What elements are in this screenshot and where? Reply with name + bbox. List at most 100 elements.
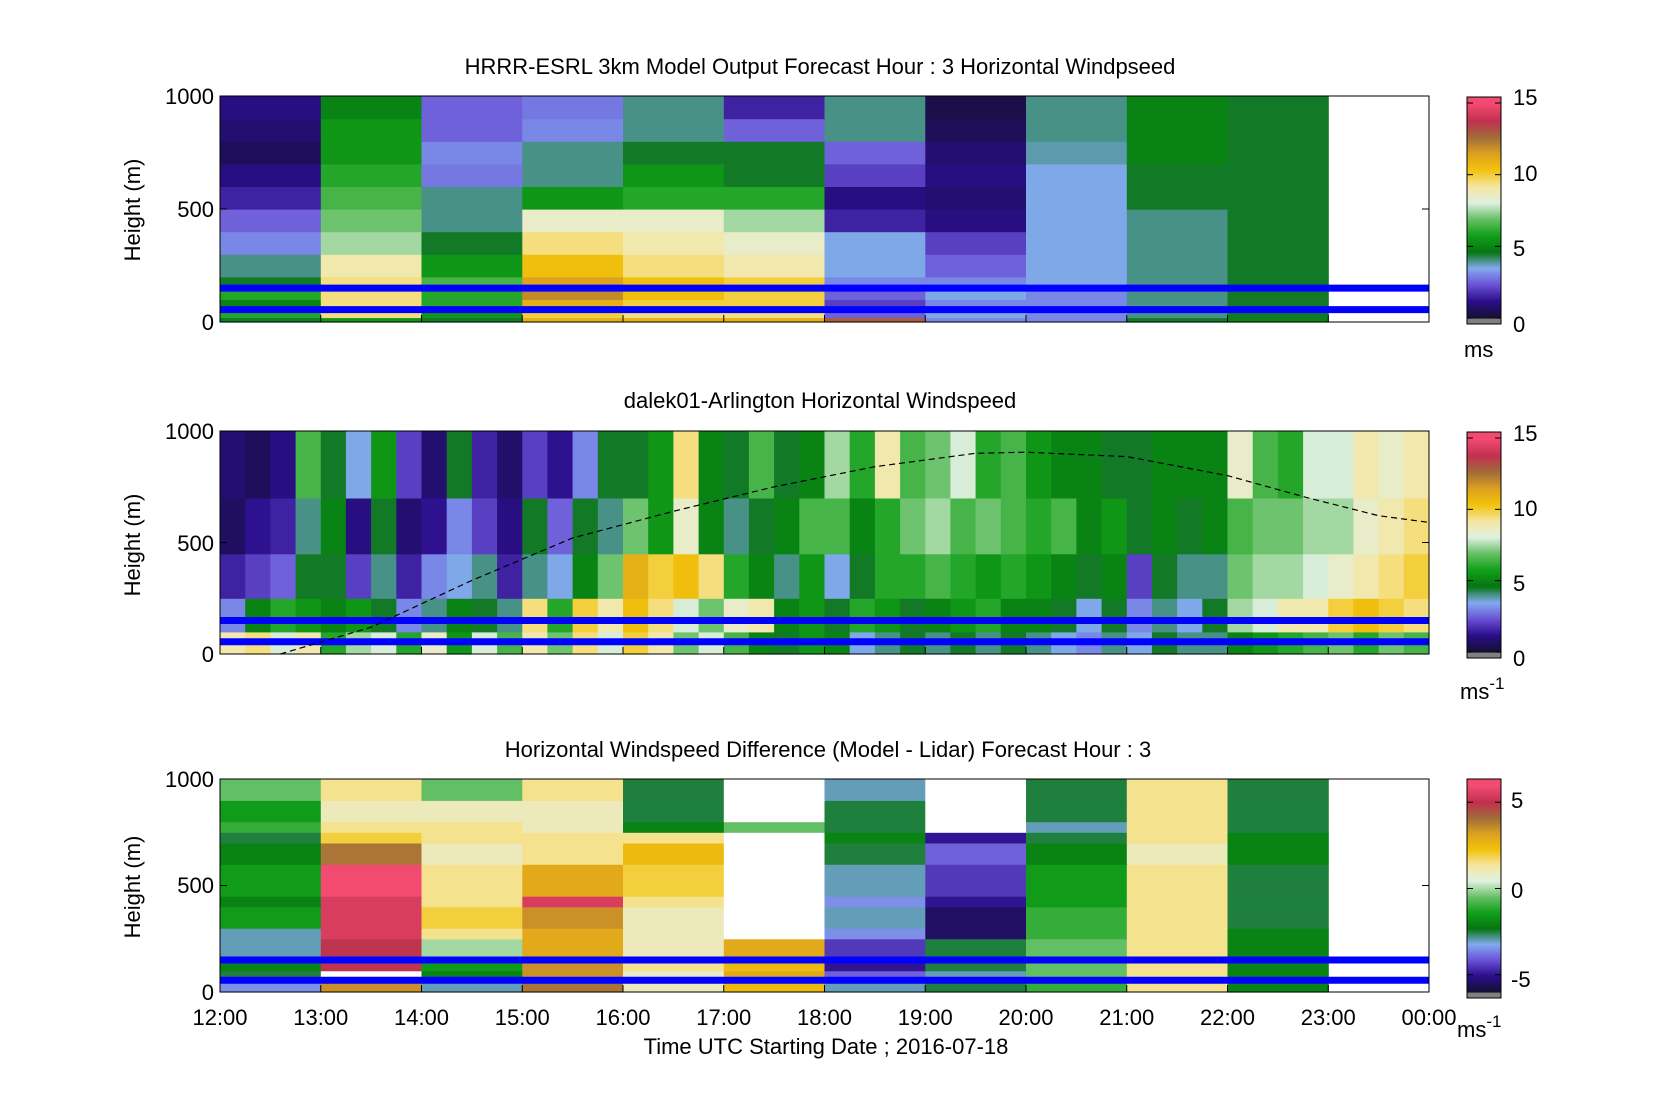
heatmap-cell	[220, 800, 322, 823]
colorbar-segment	[1467, 625, 1501, 628]
colorbar-segment	[1467, 154, 1501, 158]
heatmap-cell	[421, 970, 523, 982]
heatmap-cell	[1101, 553, 1128, 599]
heatmap-cell	[824, 497, 851, 555]
heatmap-cell	[1353, 553, 1380, 599]
colorbar-segment	[1467, 264, 1501, 267]
heatmap-cell	[1126, 288, 1229, 300]
heatmap-cell	[522, 938, 624, 961]
heatmap-cell	[522, 231, 624, 255]
heatmap-cell	[623, 598, 649, 633]
heatmap-cell	[522, 497, 549, 555]
heatmap-cell	[220, 938, 322, 961]
colorbar-segment	[1467, 172, 1501, 176]
heatmap-cell	[1403, 553, 1430, 599]
x-tick-label: 16:00	[595, 1005, 650, 1030]
heatmap-cell	[1227, 299, 1329, 312]
colorbar-segment	[1467, 594, 1501, 598]
colorbar-segment	[1467, 577, 1501, 580]
heatmap-cell	[925, 970, 1027, 982]
colorbar-segment	[1467, 848, 1501, 852]
heatmap-cell	[623, 960, 725, 972]
heatmap-cell	[950, 497, 977, 555]
colorbar-segment	[1467, 847, 1501, 850]
colorbar-segment	[1467, 482, 1501, 485]
heatmap-cell	[320, 800, 423, 823]
panel-model: HRRR-ESRL 3km Model Output Forecast Hour…	[120, 54, 1537, 362]
colorbar-segment	[1467, 120, 1501, 124]
colorbar-segment	[1467, 251, 1501, 255]
colorbar-segment	[1467, 978, 1501, 981]
heatmap-cell	[1026, 141, 1128, 165]
colorbar-segment	[1467, 805, 1501, 809]
colorbar-segment	[1467, 926, 1501, 929]
colorbar-segment	[1467, 205, 1501, 208]
heatmap-cell	[824, 800, 926, 823]
heatmap-cell	[824, 938, 926, 961]
heatmap-cell	[824, 288, 926, 300]
colorbar-segment	[1467, 192, 1501, 195]
heatmap-cell	[220, 231, 322, 255]
heatmap-cell	[320, 141, 423, 165]
heatmap-cell	[320, 821, 423, 833]
colorbar-segment	[1467, 582, 1501, 585]
colorbar-segment	[1467, 878, 1501, 881]
heatmap-cell	[1277, 497, 1304, 555]
heatmap-cell	[748, 497, 775, 555]
colorbar-segment	[1467, 495, 1501, 498]
heatmap-cell	[320, 231, 423, 255]
heatmap-cell	[623, 141, 725, 165]
heatmap-cell	[950, 598, 977, 633]
heatmap-cell	[320, 842, 423, 865]
heatmap-cell	[597, 553, 624, 599]
colorbar-segment	[1467, 593, 1501, 596]
heatmap-cell	[824, 842, 926, 865]
heatmap-cell	[522, 598, 549, 633]
heatmap-cell	[220, 906, 322, 929]
colorbar-segment	[1467, 578, 1501, 582]
colorbar-segment	[1467, 802, 1501, 805]
colorbar-segment	[1467, 505, 1501, 509]
heatmap-cell	[623, 906, 725, 929]
colorbar-frame	[1466, 431, 1502, 659]
colorbar-segment	[1467, 240, 1501, 244]
heatmap-cell	[1051, 431, 1077, 499]
heatmap-cell	[900, 431, 926, 499]
heatmap-cell	[1101, 497, 1128, 555]
heatmap-cell	[421, 317, 523, 323]
colorbar-segment	[1467, 940, 1501, 943]
colorbar-segment	[1467, 520, 1501, 523]
colorbar-segment	[1467, 890, 1501, 893]
colorbar-segment	[1467, 855, 1501, 859]
x-tick-label: 15:00	[495, 1005, 550, 1030]
heatmap-cell	[1303, 598, 1329, 633]
panel-difference-colorbar-unit-base: ms	[1457, 1017, 1486, 1042]
colorbar-segment	[1467, 632, 1501, 635]
heatmap-cell	[925, 431, 952, 499]
heatmap-cell	[1227, 310, 1329, 319]
heatmap-cell	[320, 598, 347, 633]
heatmap-cell	[799, 497, 826, 555]
heatmap-cell	[497, 598, 523, 633]
heatmap-cell	[849, 497, 876, 555]
heatmap-cell	[1126, 906, 1229, 929]
heatmap-cell	[975, 497, 1002, 555]
colorbar-segment	[1467, 521, 1501, 525]
heatmap-cell	[421, 553, 448, 599]
colorbar-segment	[1467, 552, 1501, 555]
heatmap-cell	[345, 553, 372, 599]
colorbar-segment	[1467, 591, 1501, 594]
heatmap-cell	[446, 497, 473, 555]
colorbar-segment	[1467, 897, 1501, 900]
heatmap-cell	[824, 981, 926, 993]
heatmap-cell	[1026, 779, 1128, 801]
heatmap-cell	[925, 141, 1027, 165]
heatmap-cell	[421, 431, 448, 499]
heatmap-cell	[1026, 186, 1128, 210]
colorbar-segment	[1467, 895, 1501, 898]
heatmap-cell	[723, 141, 826, 165]
colorbar-segment	[1467, 176, 1501, 179]
heatmap-cell	[824, 553, 851, 599]
colorbar-segment	[1467, 266, 1501, 269]
colorbar-segment	[1467, 536, 1501, 539]
